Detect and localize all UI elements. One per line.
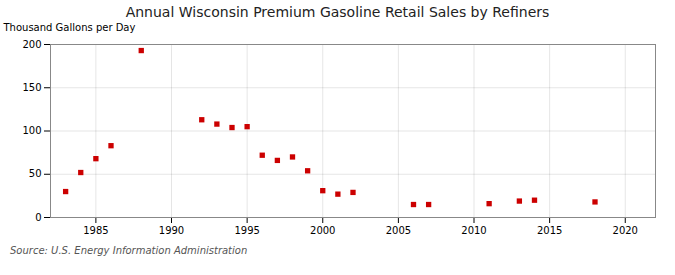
svg-text:Thousand Gallons per Day: Thousand Gallons per Day (3, 22, 136, 33)
svg-text:2005: 2005 (386, 225, 411, 236)
html-text:Source: U.S. Energy Informatio: Source: U.S. Energy Information Administ… (10, 245, 248, 256)
svg-text:50: 50 (29, 168, 42, 179)
svg-text:2000: 2000 (310, 225, 335, 236)
svg-text:2020: 2020 (613, 225, 638, 236)
svg-text:150: 150 (22, 82, 41, 93)
svg-text:100: 100 (22, 125, 41, 136)
svg-text:1990: 1990 (159, 225, 184, 236)
html-text:Annual Wisconsin Premium Gasol: Annual Wisconsin Premium Gasoline Retail… (125, 4, 550, 20)
svg-text:1985: 1985 (83, 225, 108, 236)
svg-text:2010: 2010 (461, 225, 486, 236)
svg-text:0: 0 (35, 212, 41, 223)
svg-text:200: 200 (22, 39, 41, 50)
svg-text:1995: 1995 (234, 225, 259, 236)
svg-text:2015: 2015 (537, 225, 562, 236)
